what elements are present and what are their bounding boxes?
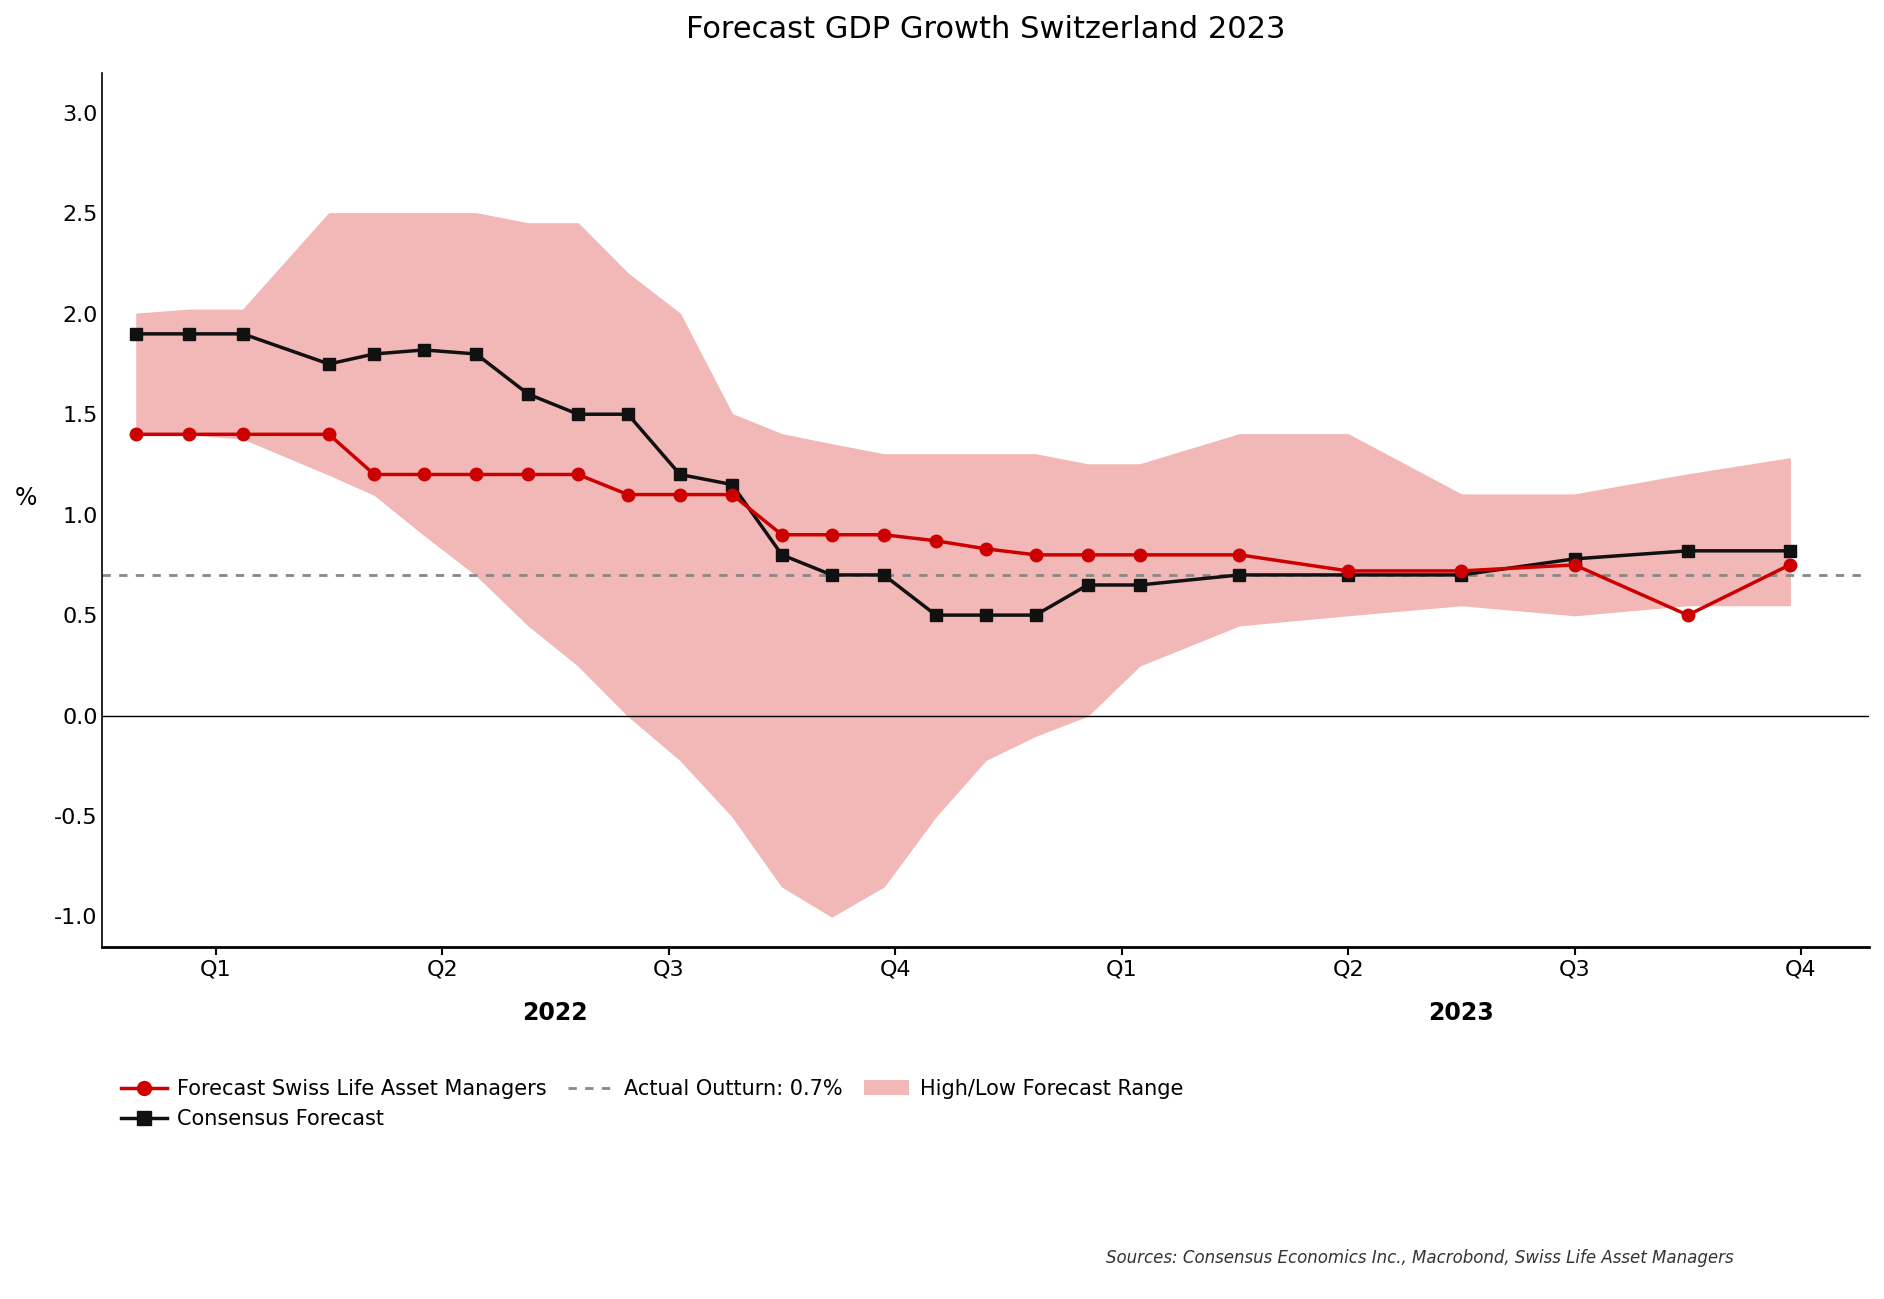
Legend: Forecast Swiss Life Asset Managers, Consensus Forecast, Actual Outturn: 0.7%, Hi: Forecast Swiss Life Asset Managers, Cons… [113, 1070, 1191, 1138]
Text: 2022: 2022 [522, 1000, 588, 1025]
Text: 2023: 2023 [1428, 1000, 1494, 1025]
Title: Forecast GDP Growth Switzerland 2023: Forecast GDP Growth Switzerland 2023 [686, 16, 1285, 44]
Text: Sources: Consensus Economics Inc., Macrobond, Swiss Life Asset Managers: Sources: Consensus Economics Inc., Macro… [1106, 1248, 1733, 1267]
Y-axis label: %: % [15, 486, 38, 509]
